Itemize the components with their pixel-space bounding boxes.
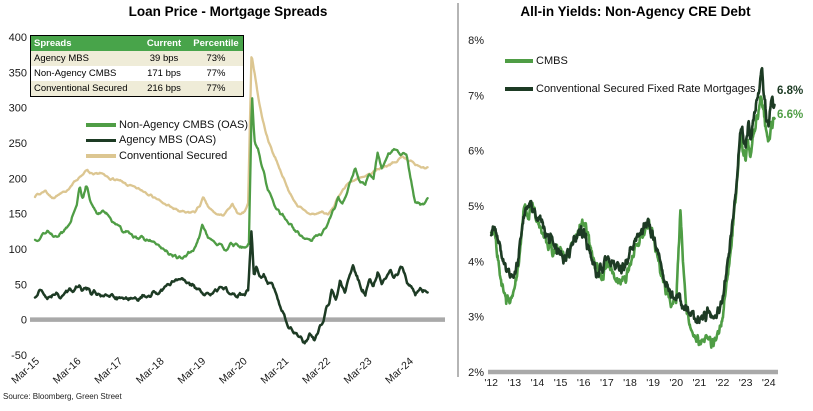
svg-text:6%: 6% [468, 146, 484, 158]
table-header-percentile: Percentile [193, 38, 239, 49]
spreads-table: Spreads Current Percentile Agency MBS 39… [30, 35, 244, 97]
row-current: 171 bps [147, 68, 181, 79]
legend-label: Conventional Secured Fixed Rate Mortgage… [536, 83, 756, 95]
svg-text:Mar-21: Mar-21 [259, 355, 292, 386]
svg-text:'23: '23 [739, 377, 753, 389]
svg-text:400: 400 [9, 32, 27, 44]
svg-text:'24: '24 [762, 377, 776, 389]
svg-text:100: 100 [9, 244, 27, 256]
row-label: Non-Agency CMBS [34, 68, 117, 79]
svg-text:300: 300 [9, 103, 27, 115]
svg-text:'12: '12 [484, 377, 498, 389]
svg-text:'19: '19 [646, 377, 660, 389]
chart-divider [457, 3, 459, 377]
table-row: Agency MBS 39 bps 73% [31, 51, 243, 66]
svg-text:250: 250 [9, 138, 27, 150]
line-swatch-icon [505, 87, 533, 91]
spreads-table-header: Spreads Current Percentile [31, 36, 243, 51]
row-current: 39 bps [149, 53, 179, 64]
svg-text:Mar-19: Mar-19 [175, 355, 208, 386]
svg-text:0: 0 [21, 315, 27, 327]
svg-text:Mar-23: Mar-23 [342, 355, 375, 386]
svg-text:'20: '20 [669, 377, 683, 389]
table-header-current: Current [146, 38, 182, 49]
svg-text:Mar-24: Mar-24 [383, 355, 416, 386]
svg-text:350: 350 [9, 67, 27, 79]
svg-text:Mar-17: Mar-17 [92, 355, 125, 386]
right-chart-title: All-in Yields: Non-Agency CRE Debt [520, 4, 751, 19]
right-chart-plot: 8% 7% 6% 5% 4% 3% 2%'12 '13 '14 '15 '16 '17 '18 '19 '2… [468, 35, 778, 389]
svg-text:'21: '21 [693, 377, 707, 389]
end-value-label-cmbs: 6.6% [777, 109, 804, 121]
end-value-label-conventional: 6.8% [777, 85, 804, 97]
left-chart: Loan Price - Mortgage Spreads 400 350 300 2… [9, 4, 445, 386]
legend-item: Agency MBS (OAS) [86, 133, 248, 149]
legend-item: Conventional Secured [86, 148, 248, 164]
right-chart-legend: CMBS Conventional Secured Fixed Rate Mor… [505, 53, 756, 109]
line-swatch-icon [505, 59, 533, 63]
svg-text:'22: '22 [716, 377, 730, 389]
svg-text:'15: '15 [554, 377, 568, 389]
table-row: Conventional Secured 216 bps 77% [31, 81, 243, 96]
legend-label: CMBS [536, 55, 568, 67]
svg-text:4%: 4% [468, 256, 484, 268]
svg-text:'16: '16 [577, 377, 591, 389]
row-current: 216 bps [147, 83, 181, 94]
svg-text:'14: '14 [531, 377, 545, 389]
svg-text:Mar-16: Mar-16 [51, 355, 84, 386]
right-chart: All-in Yields: Non-Agency CRE Debt 8% 7% 6… [458, 0, 813, 411]
line-swatch-icon [86, 154, 116, 158]
legend-item: Conventional Secured Fixed Rate Mortgage… [505, 81, 756, 97]
legend-label: Conventional Secured [119, 149, 228, 162]
svg-text:Mar-20: Mar-20 [217, 355, 250, 386]
left-chart-title: Loan Price - Mortgage Spreads [128, 4, 328, 19]
svg-text:Mar-18: Mar-18 [134, 355, 167, 386]
svg-text:2%: 2% [468, 367, 484, 379]
row-percentile: 73% [206, 53, 226, 64]
svg-text:7%: 7% [468, 90, 484, 102]
svg-text:5%: 5% [468, 201, 484, 213]
row-percentile: 77% [206, 83, 226, 94]
row-label: Agency MBS [34, 53, 89, 64]
legend-item: Non-Agency CMBS (OAS) [86, 117, 248, 133]
svg-text:'17: '17 [600, 377, 614, 389]
svg-text:-50: -50 [11, 350, 27, 362]
legend-item: CMBS [505, 53, 756, 69]
table-header-spreads: Spreads [34, 38, 72, 49]
legend-label: Non-Agency CMBS (OAS) [119, 118, 248, 131]
source-note: Source: Bloomberg, Green Street [3, 392, 122, 401]
svg-text:Mar-22: Mar-22 [300, 355, 333, 386]
legend-label: Agency MBS (OAS) [119, 134, 217, 147]
svg-text:150: 150 [9, 209, 27, 221]
svg-text:8%: 8% [468, 35, 484, 47]
svg-text:'13: '13 [507, 377, 521, 389]
row-percentile: 77% [206, 68, 226, 79]
line-swatch-icon [86, 123, 116, 127]
left-chart-legend: Non-Agency CMBS (OAS) Agency MBS (OAS) C… [86, 117, 248, 164]
table-row: Non-Agency CMBS 171 bps 77% [31, 66, 243, 81]
svg-text:200: 200 [9, 173, 27, 185]
svg-text:3%: 3% [468, 312, 484, 324]
svg-text:50: 50 [15, 279, 27, 291]
svg-text:'18: '18 [623, 377, 637, 389]
line-swatch-icon [86, 138, 116, 142]
row-label: Conventional Secured [34, 83, 128, 94]
